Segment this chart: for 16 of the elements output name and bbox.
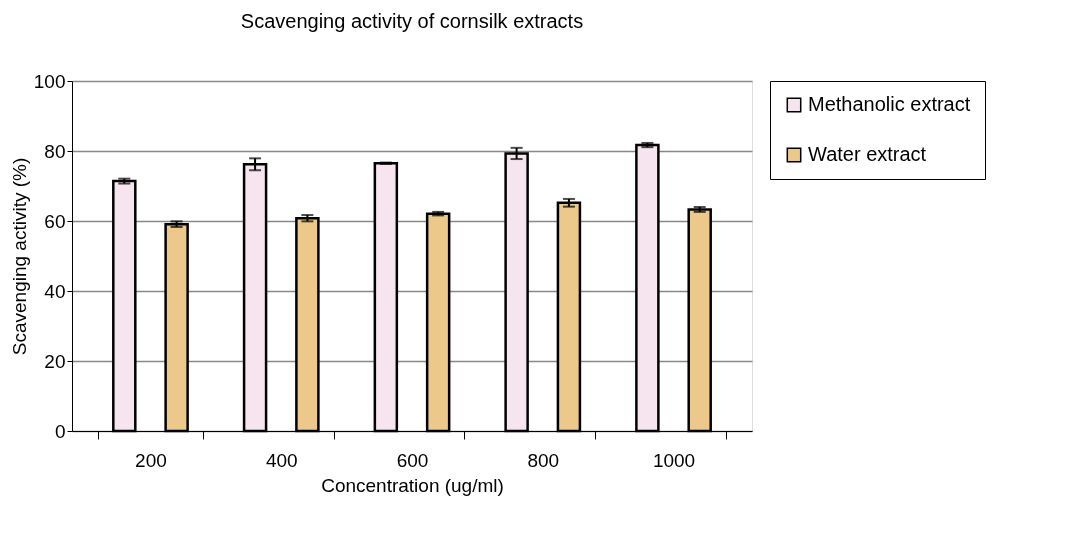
- y-tick-label: 0: [54, 420, 66, 442]
- y-tick-label: 40: [44, 280, 66, 302]
- x-axis-title: Concentration (ug/ml): [321, 474, 504, 496]
- x-tick-label: 600: [396, 449, 429, 471]
- x-tick-label: 400: [265, 449, 298, 471]
- chart-title: Scavenging activity of cornsilk extracts: [240, 10, 584, 32]
- y-axis-title: Scavenging activity (%): [8, 157, 30, 356]
- legend-label: Water extract: [808, 143, 927, 165]
- y-tick-label: 100: [33, 70, 66, 92]
- x-tick-label: 1000: [652, 449, 696, 471]
- x-tick-label: 800: [527, 449, 560, 471]
- legend-label: Methanolic extract: [808, 93, 971, 115]
- y-tick-label: 60: [44, 210, 66, 232]
- y-tick-label: 20: [44, 350, 66, 372]
- y-tick-label: 80: [44, 140, 66, 162]
- x-tick-label: 200: [135, 449, 167, 471]
